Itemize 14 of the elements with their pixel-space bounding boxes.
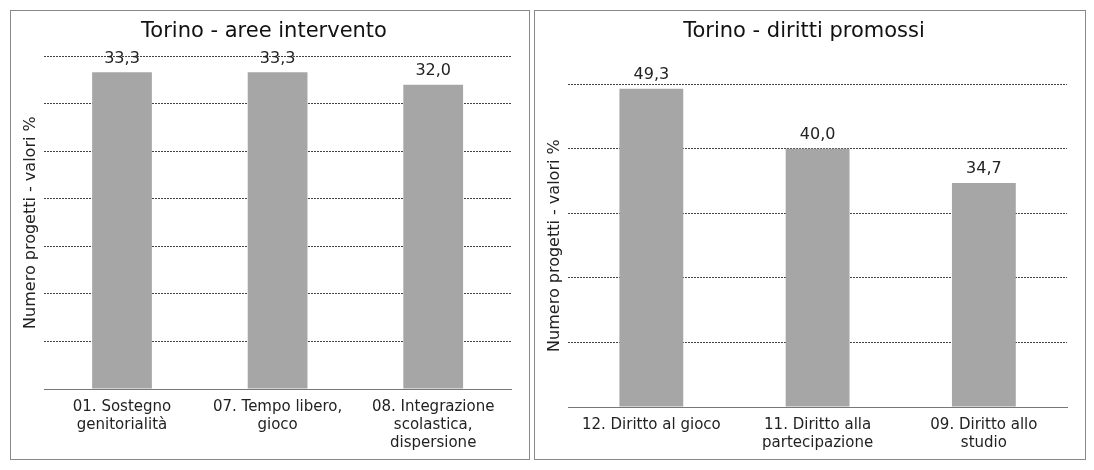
x-tick-label: 12. Diritto al gioco [581, 414, 721, 433]
x-tick-label: 08. Integrazione scolastica, dispersione [371, 396, 495, 451]
data-label: 49,3 [633, 63, 670, 83]
x-tick-label: 01. Sostegno genitorialità [72, 396, 172, 433]
chart-title: Torino - diritti promossi [682, 18, 925, 43]
x-tick-label: 09. Diritto allo studio [930, 414, 1038, 451]
x-tick-label: 11. Diritto alla partecipazione [762, 414, 874, 451]
chart-title: Torino - aree intervento [140, 18, 387, 43]
data-label: 40,0 [799, 123, 836, 143]
data-label: 34,7 [966, 158, 1002, 178]
y-axis-title: Numero progetti - valori % [543, 139, 563, 352]
data-label: 32,0 [415, 59, 452, 79]
x-tick-label: 07. Tempo libero, gioco [212, 396, 343, 433]
y-axis-title: Numero progetti - valori % [19, 116, 39, 329]
